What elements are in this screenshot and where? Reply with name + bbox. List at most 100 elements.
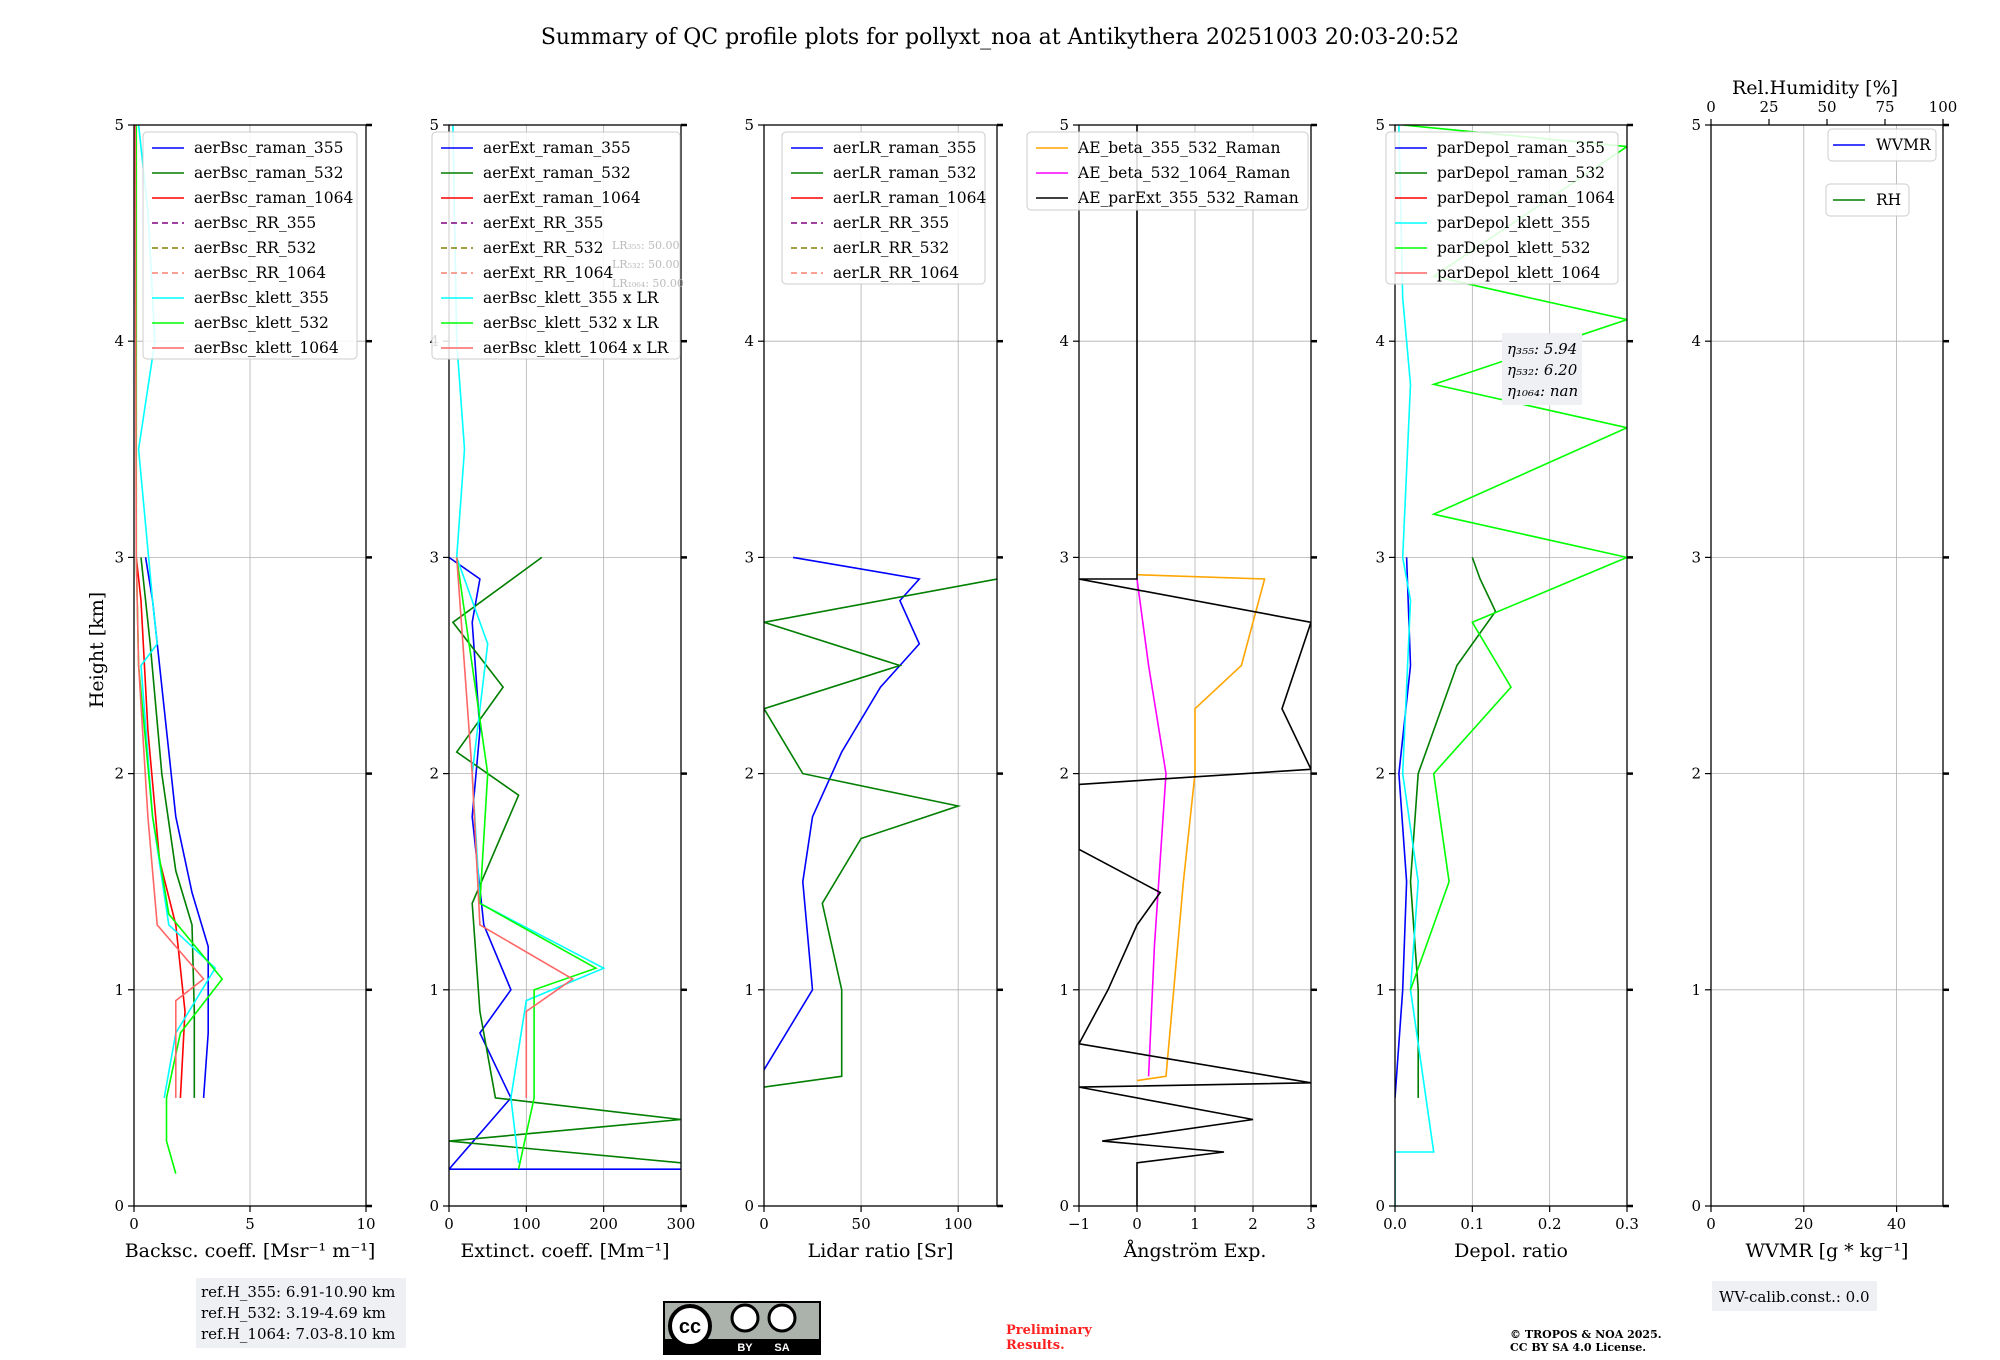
- legend: aerBsc_raman_355 aerBsc_raman_532 aerBsc_r…: [142, 131, 358, 360]
- y-tick-label: 1: [1375, 981, 1385, 999]
- legend-label: aerBsc_raman_1064: [194, 189, 354, 207]
- x-tick-label: 0: [1706, 1215, 1716, 1233]
- y-tick-label: 0: [1059, 1197, 1069, 1215]
- axes-frame: [448, 124, 682, 1207]
- y-tick-label: 2: [1059, 765, 1069, 783]
- y-tick-label: 2: [114, 765, 124, 783]
- x-tick-label: 0.2: [1538, 1215, 1562, 1233]
- x-tick-label: 0: [129, 1215, 139, 1233]
- series-line-parDepol_raman_355: [1395, 557, 1412, 1098]
- x-tick-label: 300: [667, 1215, 696, 1233]
- y-tick-label: 0: [114, 1197, 124, 1215]
- legend-label: aerExt_RR_1064: [483, 264, 614, 282]
- legend-box: [1385, 131, 1619, 285]
- series-line-aerLR_raman_532: [764, 578, 997, 1088]
- wv-calib-const: WV-calib.const.: 0.0: [1719, 1288, 1870, 1306]
- axes-frame: [1710, 124, 1944, 1207]
- y-tick-label: 4: [1059, 332, 1069, 350]
- legend-label: parDepol_klett_532: [1437, 239, 1590, 257]
- series-line-aerBsc_klett_532-x-LR: [455, 557, 598, 1170]
- legend-box: [142, 131, 358, 360]
- legend-box: [781, 131, 986, 285]
- x-axis-label: Extinct. coeff. [Mm⁻¹]: [460, 1240, 669, 1262]
- legend: AE_beta_355_532_Raman AE_beta_532_1064_Ra…: [1026, 131, 1309, 211]
- y-tick-label: 4: [1691, 332, 1701, 350]
- y-tick-label: 2: [744, 765, 754, 783]
- copyright-line-1: © TROPOS & NOA 2025.: [1510, 1328, 1662, 1341]
- legend-label: aerExt_raman_532: [483, 164, 631, 182]
- y-tick-label: 0: [744, 1197, 754, 1215]
- x-axis-label: Ångström Exp.: [1123, 1240, 1267, 1262]
- wv-calib-box: [1712, 1281, 1877, 1311]
- eta-value: η₁₀₆₄: nan: [1507, 382, 1578, 400]
- y-tick-label: 2: [1691, 765, 1701, 783]
- eta-box: [1502, 333, 1582, 405]
- y-tick-label: 2: [429, 765, 439, 783]
- legend-label: aerExt_RR_355: [483, 214, 604, 232]
- legend-label: aerExt_raman_355: [483, 139, 631, 157]
- preliminary-line-2: Results.: [1006, 1338, 1065, 1353]
- y-tick-label: 3: [744, 548, 754, 566]
- legend-label: aerBsc_klett_1064 x LR: [483, 339, 670, 357]
- lidar-ratio-annotation: LR₃₅₅: 50.00: [612, 239, 680, 252]
- axes-frame: [1394, 124, 1628, 1207]
- y-tick-label: 1: [1691, 981, 1701, 999]
- legend-label: aerBsc_raman_532: [194, 164, 344, 182]
- legend-label: AE_beta_355_532_Raman: [1077, 139, 1280, 157]
- y-tick-label: 0: [1375, 1197, 1385, 1215]
- series-line-AE_parExt_355_532_Raman: [1079, 125, 1311, 1206]
- lidar-ratio-annotation: LR₅₃₂: 50.00: [612, 258, 680, 271]
- legend-label: aerLR_RR_532: [833, 239, 949, 257]
- legend-label: aerLR_raman_532: [833, 164, 976, 182]
- ref-height-box: [196, 1278, 406, 1348]
- eta-value: η₅₃₂: 6.20: [1507, 361, 1578, 379]
- y-tick-label: 3: [1691, 548, 1701, 566]
- legend-box: [1026, 131, 1309, 211]
- y-tick-label: 3: [1375, 548, 1385, 566]
- y-tick-label: 0: [1691, 1197, 1701, 1215]
- eta-value: η₃₅₅: 5.94: [1507, 340, 1577, 358]
- x-tick-label: 1: [1190, 1215, 1200, 1233]
- legend-label: aerBsc_klett_532: [194, 314, 329, 332]
- y-tick-label: 2: [1375, 765, 1385, 783]
- preliminary-line-1: Preliminary: [1006, 1323, 1092, 1338]
- legend-label: parDepol_raman_532: [1437, 164, 1605, 182]
- legend-box: [1827, 128, 1937, 162]
- top-x-tick-label: 50: [1817, 98, 1836, 116]
- series-line-aerExt_raman_355: [449, 556, 681, 1170]
- legend: aerLR_raman_355 aerLR_raman_532 aerLR_rama…: [781, 131, 986, 285]
- x-tick-label: 0: [759, 1215, 769, 1233]
- legend-label: aerExt_RR_532: [483, 239, 604, 257]
- y-tick-label: 5: [1375, 116, 1385, 134]
- legend-label: aerExt_raman_1064: [483, 189, 641, 207]
- y-tick-label: 0: [429, 1197, 439, 1215]
- figure-title: Summary of QC profile plots for pollyxt_…: [541, 25, 1459, 50]
- legend-label: aerBsc_raman_355: [194, 139, 344, 157]
- x-tick-label: −1: [1068, 1215, 1090, 1233]
- y-tick-label: 5: [114, 116, 124, 134]
- y-tick-label: 4: [744, 332, 754, 350]
- x-tick-label: 40: [1887, 1215, 1906, 1233]
- legend-label: aerBsc_RR_1064: [194, 264, 326, 282]
- top-x-axis-label: Rel.Humidity [%]: [1732, 77, 1898, 99]
- top-x-tick-label: 25: [1759, 98, 1778, 116]
- ref-height-532: ref.H_532: 3.19-4.69 km: [201, 1304, 386, 1322]
- x-tick-label: 100: [944, 1215, 973, 1233]
- x-axis-label: Lidar ratio [Sr]: [808, 1240, 954, 1262]
- series-line-aerExt_raman_532: [449, 556, 681, 1164]
- legend: WVMR RH: [1825, 128, 1937, 217]
- cc-logo-text: cc: [679, 1316, 701, 1338]
- series-line-AE_beta_532_1064_Raman: [1136, 578, 1167, 1077]
- cc-by-sa-badge[interactable]: cc BY SA: [663, 1301, 821, 1355]
- legend: aerExt_raman_355 aerExt_raman_532 aerExt_r…: [431, 131, 681, 360]
- y-tick-label: 3: [1059, 548, 1069, 566]
- legend-label: WVMR: [1876, 136, 1932, 154]
- legend-label: aerLR_raman_355: [833, 139, 976, 157]
- x-tick-label: 0.1: [1460, 1215, 1484, 1233]
- ref-height-1064: ref.H_1064: 7.03-8.10 km: [201, 1325, 395, 1343]
- legend-label: parDepol_klett_355: [1437, 214, 1590, 232]
